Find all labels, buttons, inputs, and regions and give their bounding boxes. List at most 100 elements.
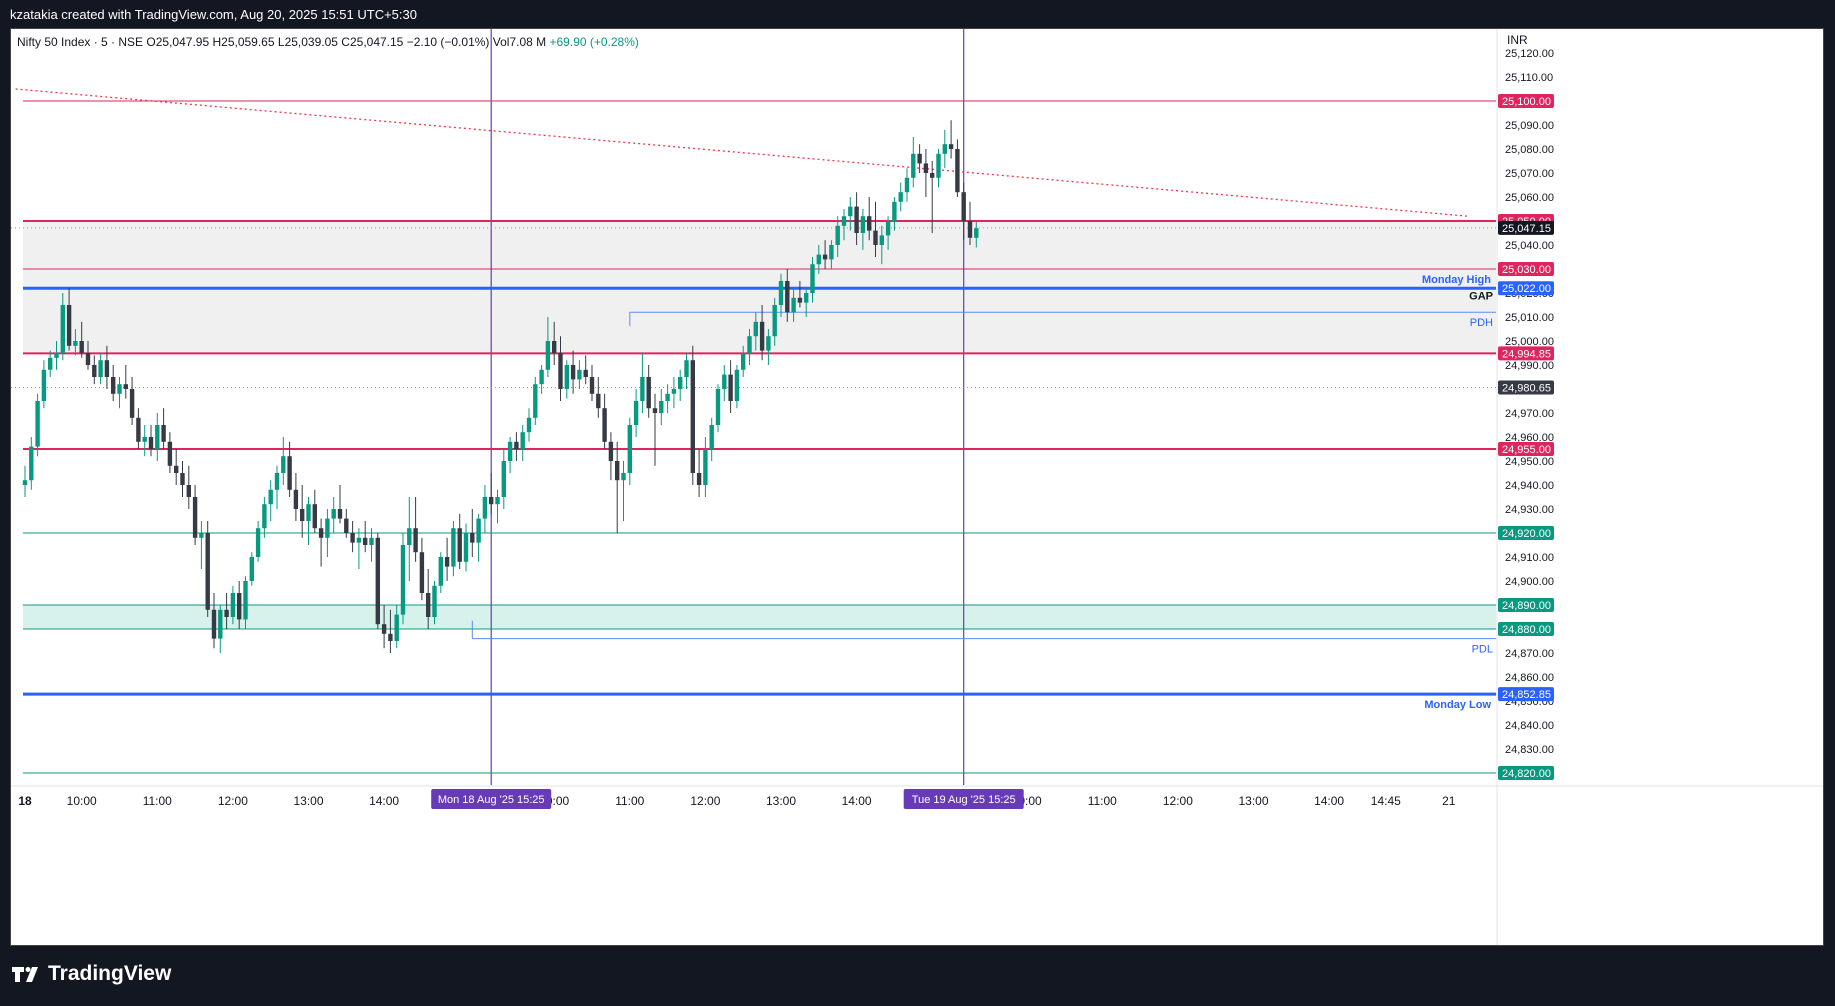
candle [621, 461, 626, 521]
candle [520, 425, 525, 461]
candle [627, 417, 632, 485]
candle [570, 350, 576, 394]
candle [552, 321, 557, 365]
level-price-tag-text: 24,920.00 [1502, 528, 1551, 540]
candle-body [533, 384, 538, 418]
candle [218, 605, 223, 653]
candle-body [111, 377, 116, 394]
session-time-tag: Mon 18 Aug '25 15:25 [431, 789, 552, 809]
currency-label: INR [1507, 33, 1528, 47]
candle-body [772, 305, 777, 337]
candle [564, 360, 569, 399]
candle-body [690, 360, 695, 473]
price-zone [23, 605, 1496, 629]
candle [911, 137, 916, 188]
candle [29, 437, 34, 490]
candle [117, 377, 122, 409]
candle-body [885, 221, 891, 236]
candle [287, 441, 292, 497]
tradingview-logo[interactable]: TradingView [12, 962, 171, 986]
candle-body [766, 336, 771, 351]
candle [848, 197, 853, 231]
candle [930, 161, 935, 233]
candle-body [287, 456, 292, 490]
candle-body [948, 144, 954, 149]
candle-body [860, 216, 866, 233]
candle-body [192, 497, 198, 538]
current-price-tag-text: 24,980.65 [1502, 382, 1551, 394]
candle [129, 377, 135, 425]
candle-body [917, 153, 922, 164]
candle-body [79, 341, 84, 353]
level-price-tag-text: 25,100.00 [1502, 96, 1551, 108]
candle-body [520, 432, 525, 449]
candle-body [652, 408, 658, 413]
candle [495, 489, 500, 524]
candle [917, 144, 922, 173]
candle [388, 609, 393, 653]
candle [41, 360, 47, 409]
candle [715, 384, 721, 433]
candle [558, 336, 563, 401]
x-tick-label: 13:00 [293, 794, 323, 808]
candle [470, 509, 475, 557]
candle [161, 408, 166, 449]
candle [344, 509, 349, 538]
current-price-tag-bg [1498, 380, 1554, 395]
symbol-name[interactable]: Nifty 50 Index · 5 · NSE [17, 35, 144, 49]
candle [394, 605, 399, 649]
candlestick-chart[interactable]: Monday High Monday Low GAP PDH PDL INR25,120.… [11, 29, 1823, 945]
y-tick-label: 24,910.00 [1505, 552, 1554, 564]
candle [816, 245, 821, 274]
candle-body [583, 369, 588, 377]
level-price-tag-text: 24,994.85 [1502, 348, 1551, 360]
brand-name: TradingView [48, 962, 172, 985]
x-tick-label: 14:00 [842, 794, 872, 808]
candle-body [715, 389, 721, 425]
candle [948, 120, 954, 159]
legend-open-label: O [146, 35, 156, 49]
candle [54, 341, 59, 370]
current-price-tag: 25,047.15 [1498, 220, 1554, 235]
candle [804, 288, 809, 317]
level-price-tag: 24,880.00 [1498, 622, 1554, 636]
candle-body [205, 533, 210, 610]
annotation-label: PDL [1472, 644, 1493, 656]
chart-area[interactable]: Monday High Monday Low GAP PDH PDL INR 25,120.… [10, 28, 1824, 946]
legend-high-label: H [212, 35, 222, 49]
candle-body [564, 365, 569, 389]
candle [892, 197, 897, 231]
current-price-tag-text: 25,047.15 [1502, 223, 1551, 235]
candle-body [545, 341, 551, 370]
candle-body [967, 221, 973, 238]
candle [640, 353, 645, 413]
candle [407, 497, 412, 581]
session-time-tag: Tue 19 Aug '25 15:25 [903, 789, 1024, 809]
level-price-tag: 24,890.00 [1498, 598, 1554, 612]
candle-body [476, 518, 481, 543]
candle-body [262, 504, 267, 529]
candle-body [432, 585, 437, 617]
level-price-tag-text: 24,890.00 [1502, 600, 1551, 612]
candle-body [281, 456, 286, 473]
candle [646, 365, 651, 418]
legend-low-label: L [277, 35, 285, 49]
candle-body [778, 281, 784, 305]
candle [942, 129, 947, 169]
candle-body [577, 369, 582, 380]
candle-body [268, 489, 273, 505]
y-tick-label: 24,840.00 [1505, 720, 1554, 732]
candle [92, 355, 97, 385]
candle-body [753, 321, 758, 337]
x-tick-label: 13:00 [766, 794, 796, 808]
candle [665, 384, 670, 413]
level-price-tag-bg [1498, 281, 1554, 296]
candle [747, 329, 752, 365]
candle-body [312, 504, 317, 529]
candle [734, 365, 740, 409]
candle-body [539, 369, 544, 385]
candle [148, 425, 154, 457]
candle-body [129, 389, 135, 418]
level-price-tag: 24,955.00 [1498, 442, 1554, 456]
candle-body [822, 254, 828, 260]
